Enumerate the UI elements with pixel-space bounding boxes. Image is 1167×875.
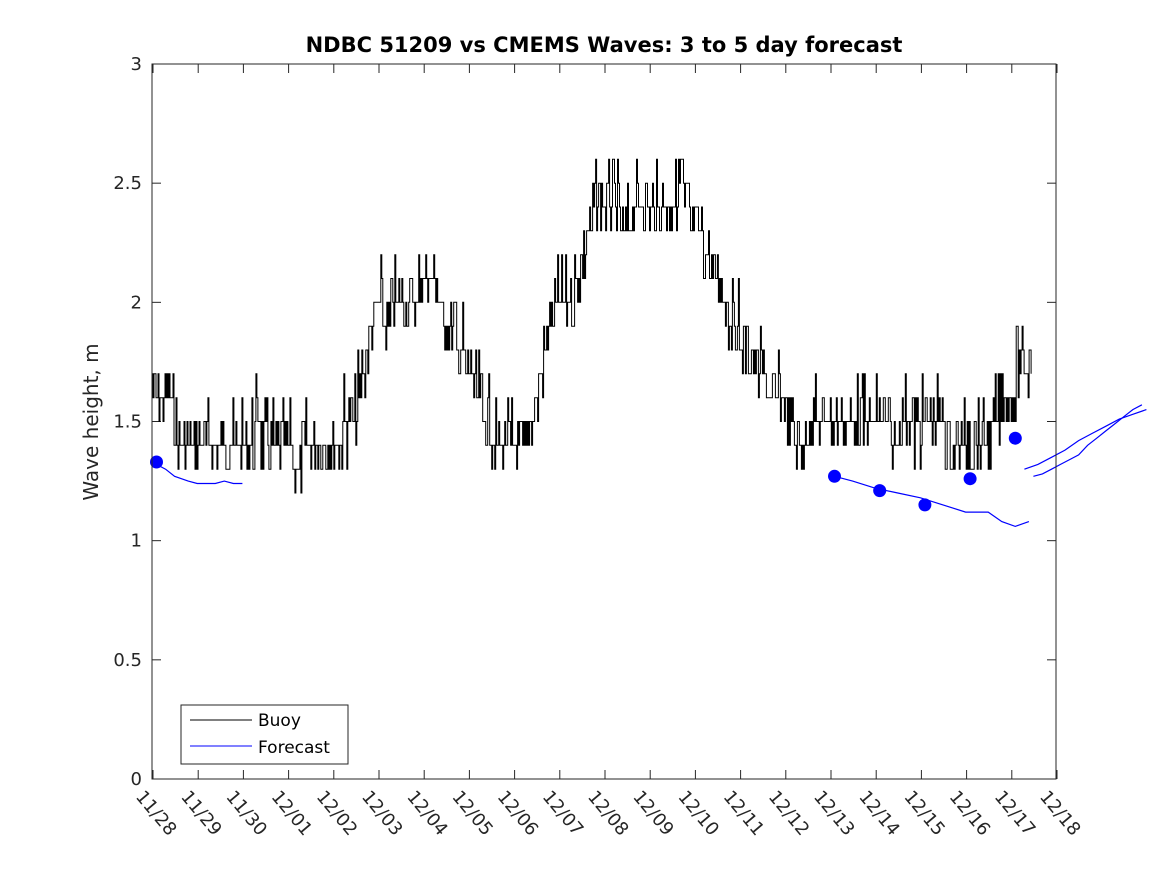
forecast-series-line: [156, 463, 243, 485]
y-tick-label: 0.5: [113, 650, 142, 671]
y-tick-label: 1: [131, 531, 142, 552]
y-tick-label: 3: [131, 54, 142, 75]
forecast-marker: [828, 469, 841, 483]
axes-box: [151, 63, 1057, 780]
y-tick-label: 2: [131, 292, 142, 313]
forecast-marker: [918, 498, 932, 512]
forecast-marker: [150, 455, 163, 469]
plot-area: [150, 158, 1147, 528]
y-tick-label: 0: [131, 769, 142, 790]
legend-forecast-label: Forecast: [258, 738, 330, 758]
buoy-series-line: [152, 158, 1032, 494]
y-tick-label: 1.5: [113, 412, 142, 433]
forecast-series-line: [1033, 404, 1143, 477]
forecast-series-line-overlay: [1024, 409, 1147, 470]
forecast-marker: [1008, 431, 1022, 445]
y-tick-label: 2.5: [113, 173, 142, 194]
forecast-marker: [873, 484, 887, 498]
legend-buoy-label: Buoy: [258, 711, 301, 731]
legend: Buoy Forecast: [180, 704, 349, 765]
chart-title: NDBC 51209 vs CMEMS Waves: 3 to 5 day fo…: [306, 33, 903, 57]
legend-box: [180, 704, 349, 765]
y-axis-label: Wave height, m: [79, 343, 103, 500]
forecast-marker: [963, 472, 977, 486]
forecast-series-line: [834, 475, 1030, 528]
